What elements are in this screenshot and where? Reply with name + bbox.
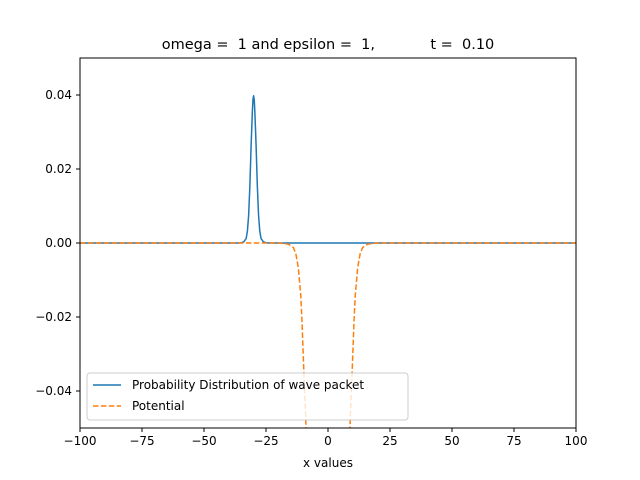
x-tick-label: 50 (444, 434, 459, 448)
legend-label: Potential (132, 399, 185, 413)
x-tick-label: 0 (324, 434, 332, 448)
x-tick-label: −25 (253, 434, 278, 448)
wave-packet-probability-line (80, 94, 576, 244)
y-tick-label: 0.04 (45, 88, 72, 102)
x-tick-label: 25 (382, 434, 397, 448)
series-layer (80, 94, 576, 428)
legend-box (86, 372, 409, 421)
y-tick-label: −0.04 (35, 384, 72, 398)
y-axis-ticks: −0.04 −0.02 0.00 0.02 0.04 (35, 88, 80, 398)
x-tick-label: 100 (565, 434, 588, 448)
y-tick-label: 0.00 (45, 236, 72, 250)
legend-label: Probability Distribution of wave packet (132, 378, 364, 392)
x-tick-label: −50 (191, 434, 216, 448)
x-tick-label: 75 (506, 434, 521, 448)
x-tick-label: −100 (64, 434, 97, 448)
chart-title: omega = 1 and epsilon = 1, t = 0.10 (162, 37, 495, 53)
y-tick-label: −0.02 (35, 310, 72, 324)
x-tick-label: −75 (129, 434, 154, 448)
x-axis-label: x values (303, 456, 353, 470)
legend: Probability Distribution of wave packet P… (86, 372, 409, 421)
y-tick-label: 0.02 (45, 162, 72, 176)
x-axis-ticks: −100 −75 −50 −25 0 25 50 75 100 (64, 428, 588, 448)
